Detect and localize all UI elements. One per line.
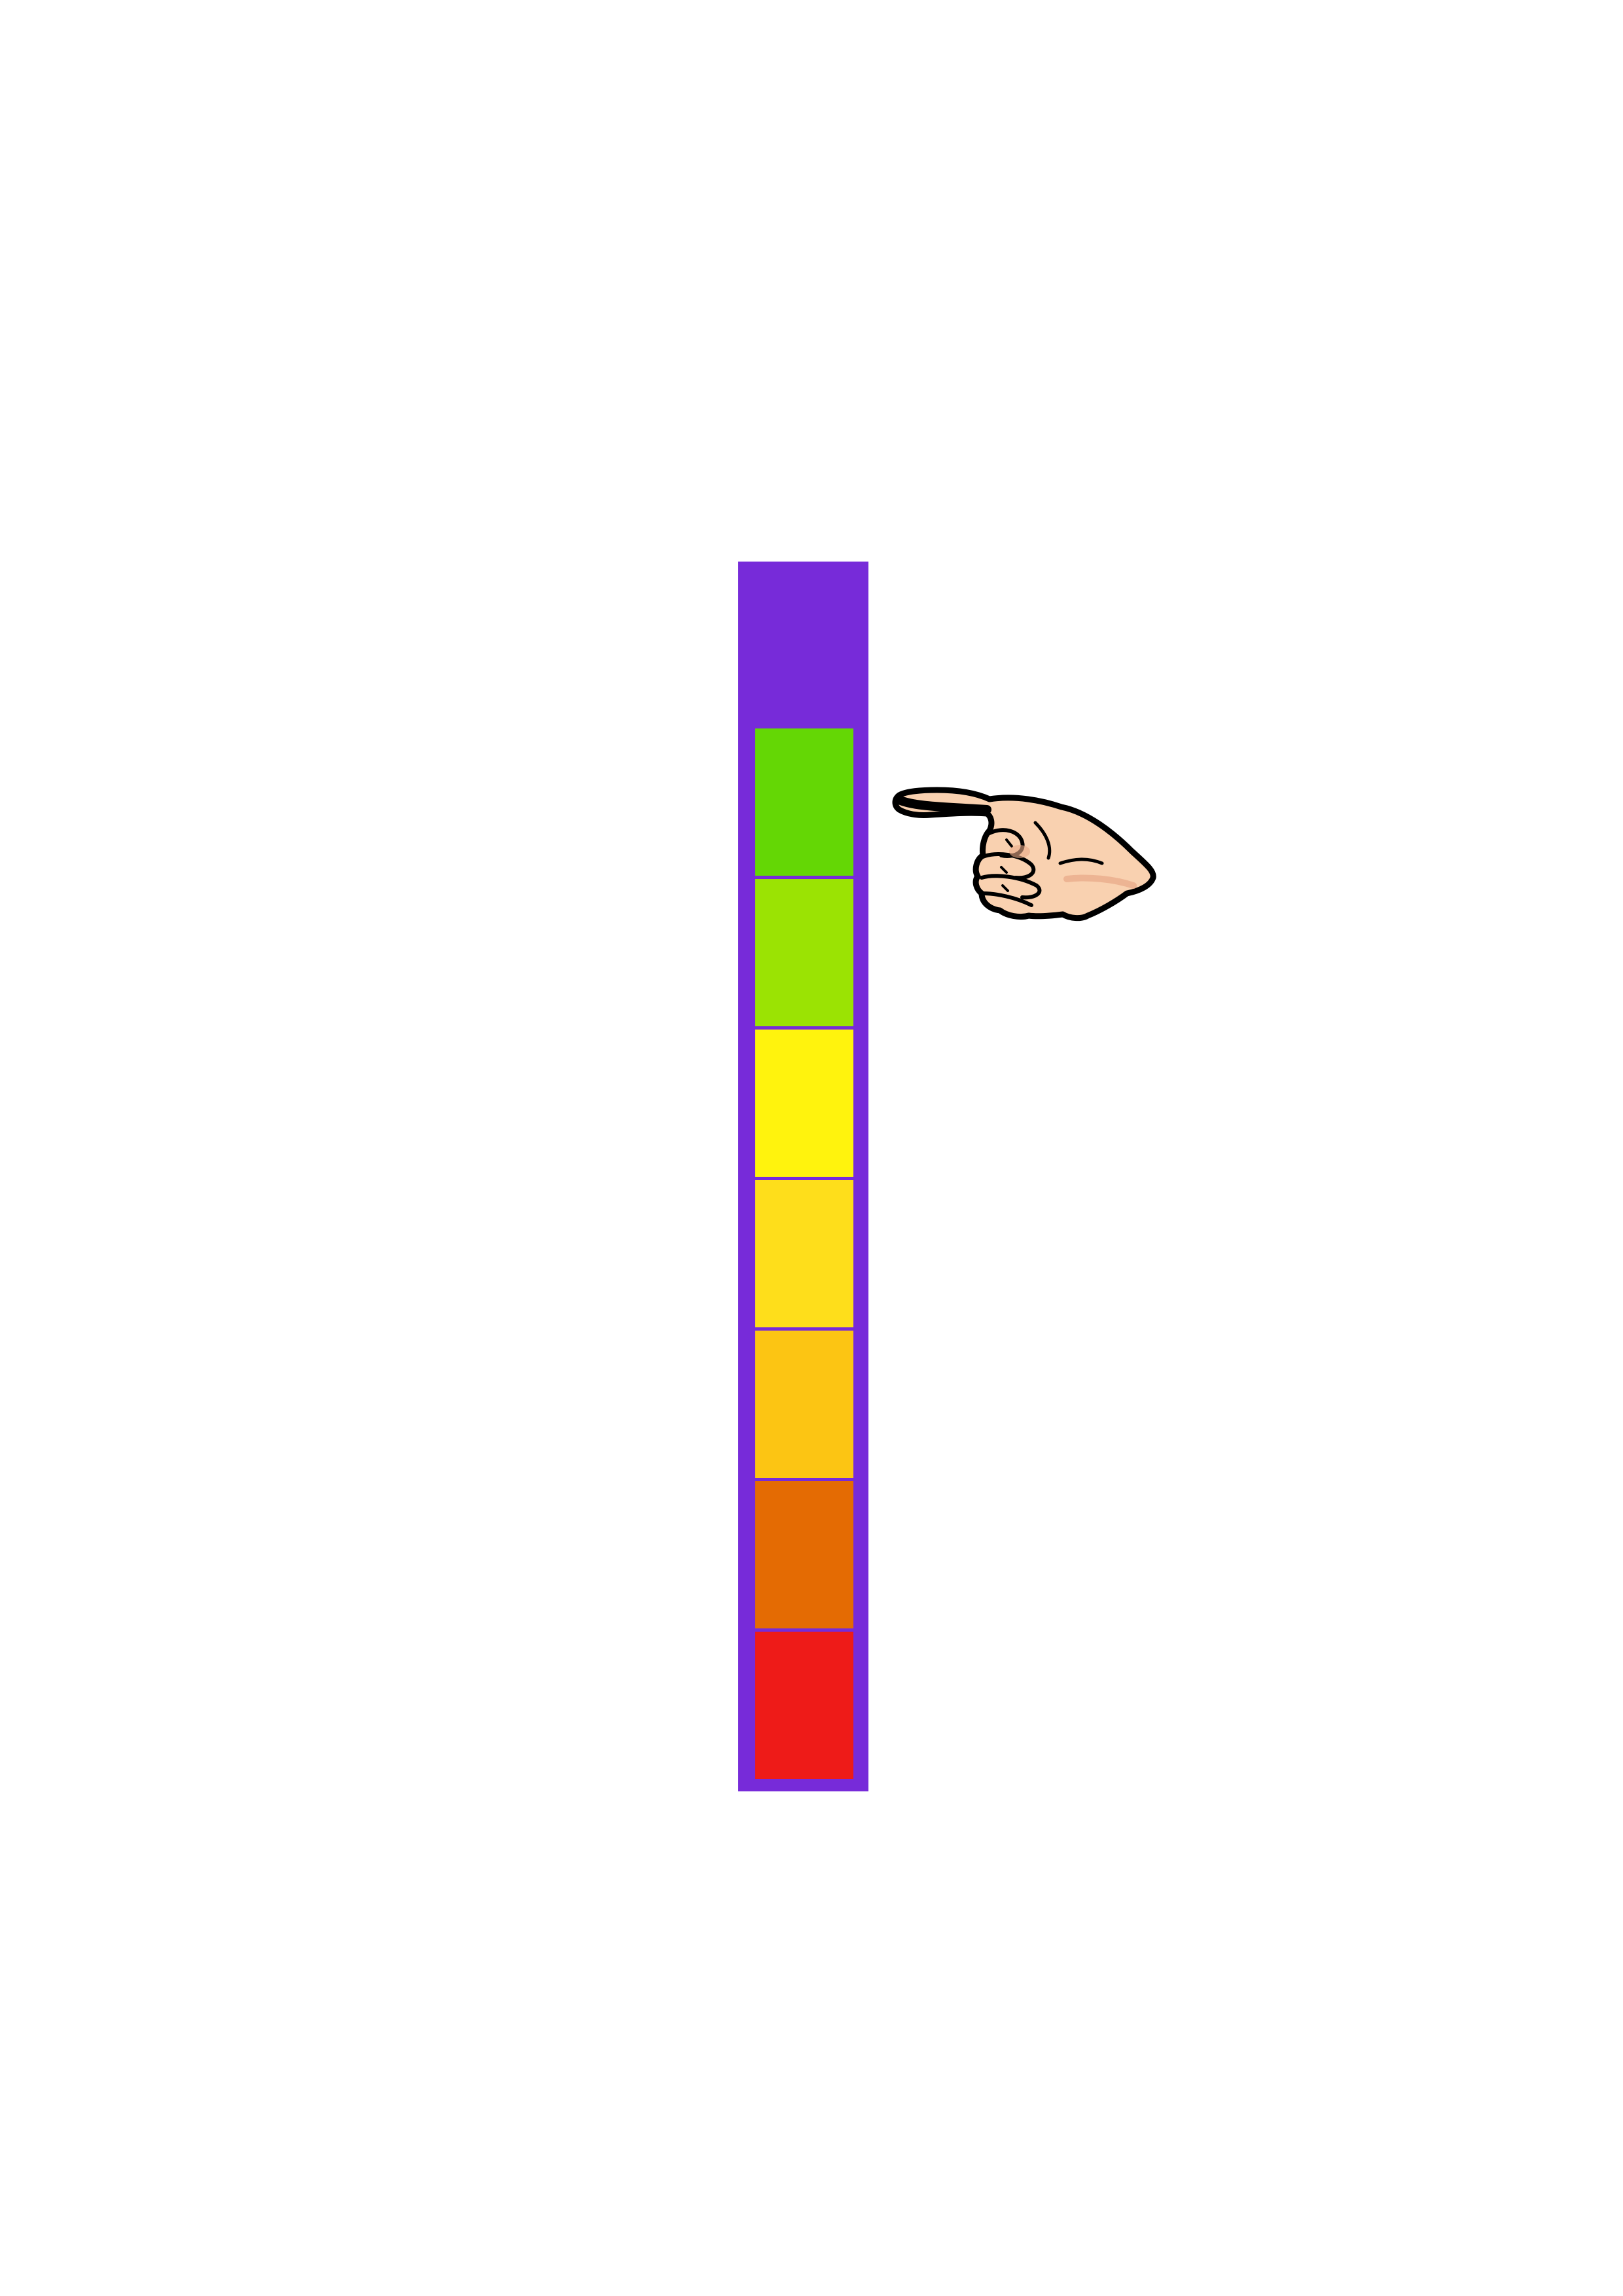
level-box-6[interactable] [755, 1481, 853, 1628]
level-box-1[interactable] [755, 728, 853, 876]
level-box-3[interactable] [755, 1030, 853, 1177]
level-box-2[interactable] [755, 879, 853, 1026]
level-meter [738, 562, 868, 1791]
level-box-5[interactable] [755, 1331, 853, 1478]
level-box-4[interactable] [755, 1180, 853, 1327]
pointing-hand-icon[interactable] [891, 781, 1158, 927]
level-box-7[interactable] [755, 1632, 853, 1779]
